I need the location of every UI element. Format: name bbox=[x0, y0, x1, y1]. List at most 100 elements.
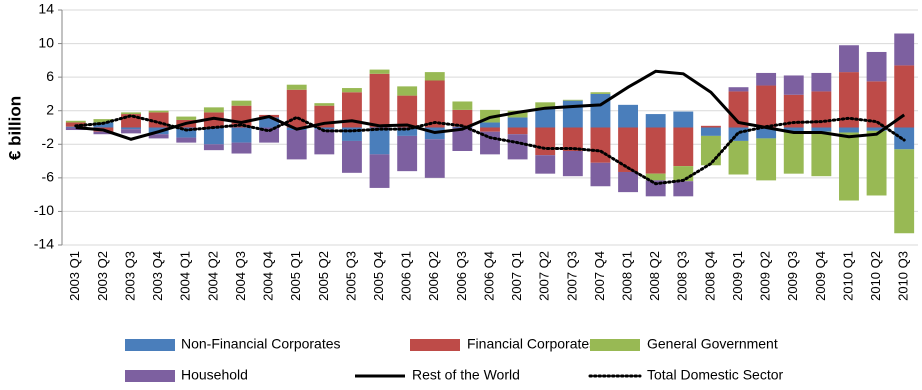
bar-segment bbox=[452, 109, 473, 127]
x-tick-label: 2007 Q2 bbox=[537, 251, 552, 301]
bar-segment bbox=[811, 131, 832, 177]
bar-segment bbox=[866, 51, 887, 82]
bar-segment bbox=[783, 75, 804, 95]
bar-segment bbox=[894, 65, 915, 128]
y-axis-label: € billion bbox=[5, 96, 24, 160]
bar-segment bbox=[673, 181, 694, 197]
bar-segment bbox=[866, 81, 887, 128]
x-tick-label: 2005 Q3 bbox=[343, 251, 358, 301]
bar-segment bbox=[700, 135, 721, 166]
bar-segment bbox=[480, 127, 500, 132]
bar-segment bbox=[756, 127, 777, 139]
bar-segment bbox=[535, 109, 556, 128]
bar-segment bbox=[756, 138, 777, 181]
x-tick-label: 2010 Q3 bbox=[896, 251, 911, 301]
bar-segment bbox=[507, 110, 528, 118]
bar-segment bbox=[783, 94, 804, 128]
bar-segment bbox=[121, 112, 141, 115]
legend-label: Household bbox=[181, 367, 248, 383]
x-tick-label: 2008 Q2 bbox=[647, 251, 662, 301]
bar-segment bbox=[866, 130, 887, 196]
bar-segment bbox=[369, 69, 390, 74]
bar-segment bbox=[148, 134, 169, 139]
bar-segment bbox=[314, 103, 335, 106]
legend-label: Rest of the World bbox=[412, 367, 520, 383]
bar-segment bbox=[700, 125, 721, 128]
x-tick-label: 2007 Q1 bbox=[509, 251, 524, 301]
bar-segment bbox=[452, 127, 473, 151]
bar-segment bbox=[700, 127, 721, 136]
x-tick-label: 2007 Q3 bbox=[564, 251, 579, 301]
bar-segment bbox=[535, 127, 556, 156]
bar-segment bbox=[397, 135, 418, 172]
bar-segment bbox=[93, 122, 114, 128]
x-tick-label: 2008 Q1 bbox=[620, 251, 635, 301]
y-tick-label: -2 bbox=[42, 135, 55, 151]
x-tick-label: 2008 Q4 bbox=[702, 251, 717, 301]
bar-segment bbox=[341, 92, 362, 128]
legend-swatch bbox=[125, 370, 175, 382]
legend-swatch bbox=[125, 339, 175, 351]
bar-segment bbox=[314, 127, 335, 130]
legend-swatch bbox=[590, 339, 640, 351]
bar-segment bbox=[507, 134, 528, 160]
bar-segment bbox=[894, 127, 915, 150]
x-tick-label: 2009 Q4 bbox=[813, 251, 828, 301]
x-tick-label: 2003 Q4 bbox=[150, 251, 165, 301]
bar-segment bbox=[507, 117, 528, 128]
x-tick-label: 2010 Q1 bbox=[840, 251, 855, 301]
y-tick-label: -10 bbox=[34, 202, 54, 218]
x-tick-label: 2008 Q3 bbox=[675, 251, 690, 301]
x-tick-label: 2009 Q3 bbox=[785, 251, 800, 301]
y-tick-label: -14 bbox=[34, 236, 54, 252]
bar-segment bbox=[618, 171, 639, 193]
bar-segment bbox=[424, 72, 445, 81]
bar-segment bbox=[369, 154, 390, 188]
y-tick-label: 6 bbox=[46, 68, 54, 84]
legend-label: General Government bbox=[647, 336, 778, 352]
bar-segment bbox=[203, 107, 224, 113]
y-tick-label: 14 bbox=[38, 1, 54, 17]
bar-segment bbox=[811, 91, 832, 128]
bar-segment bbox=[811, 127, 832, 132]
bar-segment bbox=[148, 110, 169, 113]
bar-segment bbox=[590, 162, 611, 187]
bar-segment bbox=[176, 116, 197, 120]
bar-segment bbox=[121, 127, 141, 130]
bar-segment bbox=[839, 45, 859, 73]
bar-segment bbox=[286, 130, 307, 160]
bar-segment bbox=[203, 144, 224, 151]
bar-segment bbox=[728, 140, 749, 175]
bar-segment bbox=[397, 127, 418, 136]
bar-segment bbox=[369, 127, 390, 155]
legend-label: Total Domestic Sector bbox=[647, 367, 783, 383]
bar-segment bbox=[286, 84, 307, 90]
line bbox=[74, 114, 906, 186]
y-tick-label: 10 bbox=[38, 34, 54, 50]
bar-segment bbox=[535, 102, 556, 110]
bar-segment bbox=[121, 129, 141, 134]
x-tick-label: 2003 Q1 bbox=[67, 251, 82, 301]
bar-segment bbox=[231, 127, 252, 143]
bar-segment bbox=[341, 88, 362, 93]
bar-segment bbox=[397, 86, 418, 96]
bar-segment bbox=[839, 72, 859, 128]
x-tick-label: 2004 Q2 bbox=[205, 251, 220, 301]
bar-segment bbox=[562, 99, 583, 101]
bar-segment bbox=[590, 92, 611, 94]
legend-swatch bbox=[410, 339, 460, 351]
x-tick-label: 2005 Q4 bbox=[371, 251, 386, 301]
bar-segment bbox=[562, 127, 583, 151]
legend-label: Non-Financial Corporates bbox=[181, 336, 341, 352]
bar-segment bbox=[756, 85, 777, 128]
bar-segment bbox=[590, 127, 611, 163]
bar-segment bbox=[259, 117, 280, 128]
bar-segment bbox=[424, 139, 445, 178]
bar-segment bbox=[424, 80, 445, 128]
bar-segment bbox=[176, 127, 197, 138]
x-tick-label: 2006 Q1 bbox=[399, 251, 414, 301]
x-tick-label: 2004 Q1 bbox=[178, 251, 193, 301]
bar-segment bbox=[645, 114, 666, 128]
bar-segment bbox=[231, 142, 252, 154]
